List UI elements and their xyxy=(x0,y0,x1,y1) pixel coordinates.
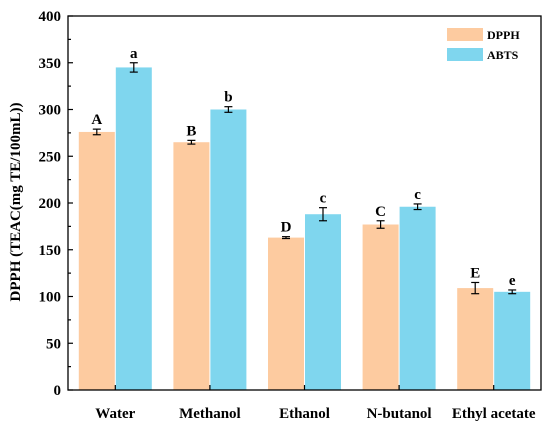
error-bar-abts-methanol xyxy=(224,106,233,113)
y-tick-label-400: 400 xyxy=(39,9,62,25)
legend-swatch-abts xyxy=(447,48,483,61)
significance-label-dpph-ethyl-acetate: E xyxy=(470,265,480,281)
x-tick-label-methanol: Methanol xyxy=(179,406,241,422)
error-bar-abts-ethyl-acetate xyxy=(508,289,517,295)
error-bar-dpph-n-butanol xyxy=(376,220,385,229)
bar-dpph-n-butanol xyxy=(362,224,399,390)
bars-group xyxy=(78,67,531,391)
error-bar-dpph-water xyxy=(92,128,101,136)
bar-dpph-ethyl-acetate xyxy=(457,288,494,390)
error-bar-abts-n-butanol xyxy=(413,203,422,211)
significance-label-abts-water: a xyxy=(130,46,138,62)
x-tick-label-ethanol: Ethanol xyxy=(279,406,330,422)
x-tick-label-ethyl-acetate: Ethyl acetate xyxy=(452,406,536,422)
bar-dpph-ethanol xyxy=(268,237,304,390)
significance-label-abts-methanol: b xyxy=(224,90,232,106)
significance-label-dpph-methanol: B xyxy=(186,123,196,139)
x-tick-label-water: Water xyxy=(95,406,135,422)
error-bar-abts-ethanol xyxy=(319,207,327,222)
bar-abts-n-butanol xyxy=(399,206,436,390)
y-tick-label-250: 250 xyxy=(39,149,62,165)
y-tick-label-100: 100 xyxy=(39,290,62,306)
significance-label-dpph-n-butanol: C xyxy=(375,204,386,220)
bar-abts-ethyl-acetate xyxy=(494,291,531,390)
legend-label-abts: ABTS xyxy=(487,48,519,62)
y-tick-label-200: 200 xyxy=(39,196,62,212)
y-tick-label-150: 150 xyxy=(39,243,62,259)
bar-dpph-methanol xyxy=(173,142,210,390)
y-tick-label-300: 300 xyxy=(39,103,62,119)
bar-abts-methanol xyxy=(210,109,247,390)
error-bars-group xyxy=(92,62,517,295)
legend-label-dpph: DPPH xyxy=(487,28,520,42)
bar-abts-ethanol xyxy=(305,214,341,390)
x-tick-label-n-butanol: N-butanol xyxy=(367,406,432,422)
bar-dpph-water xyxy=(78,131,115,390)
legend: DPPH ABTS xyxy=(447,28,520,62)
significance-label-dpph-ethanol: D xyxy=(281,220,292,236)
error-bar-abts-water xyxy=(129,62,138,73)
y-tick-label-350: 350 xyxy=(39,56,62,72)
x-ticks-group: Water Methanol Ethanol N-butanol Ethyl aceta… xyxy=(95,385,536,422)
error-bar-dpph-methanol xyxy=(187,139,196,145)
significance-labels-group: Aa Bb Dc Cc E e xyxy=(91,46,515,289)
error-bar-dpph-ethanol xyxy=(282,236,290,240)
y-tick-label-0: 0 xyxy=(54,383,62,399)
significance-label-abts-n-butanol: c xyxy=(414,187,421,203)
significance-label-dpph-water: A xyxy=(91,112,102,128)
significance-label-abts-ethanol: c xyxy=(320,191,327,207)
y-axis-label: DPPH (TEAC(mg TE/100mL)) xyxy=(8,103,24,302)
error-bar-dpph-ethyl-acetate xyxy=(471,281,480,295)
y-tick-label-50: 50 xyxy=(46,336,61,352)
bar-abts-water xyxy=(115,67,152,391)
y-ticks-group: 0 50 100 150 200 250 300 350 400 xyxy=(39,9,73,399)
legend-swatch-dpph xyxy=(447,28,483,41)
significance-label-abts-ethyl-acetate: e xyxy=(509,273,516,289)
